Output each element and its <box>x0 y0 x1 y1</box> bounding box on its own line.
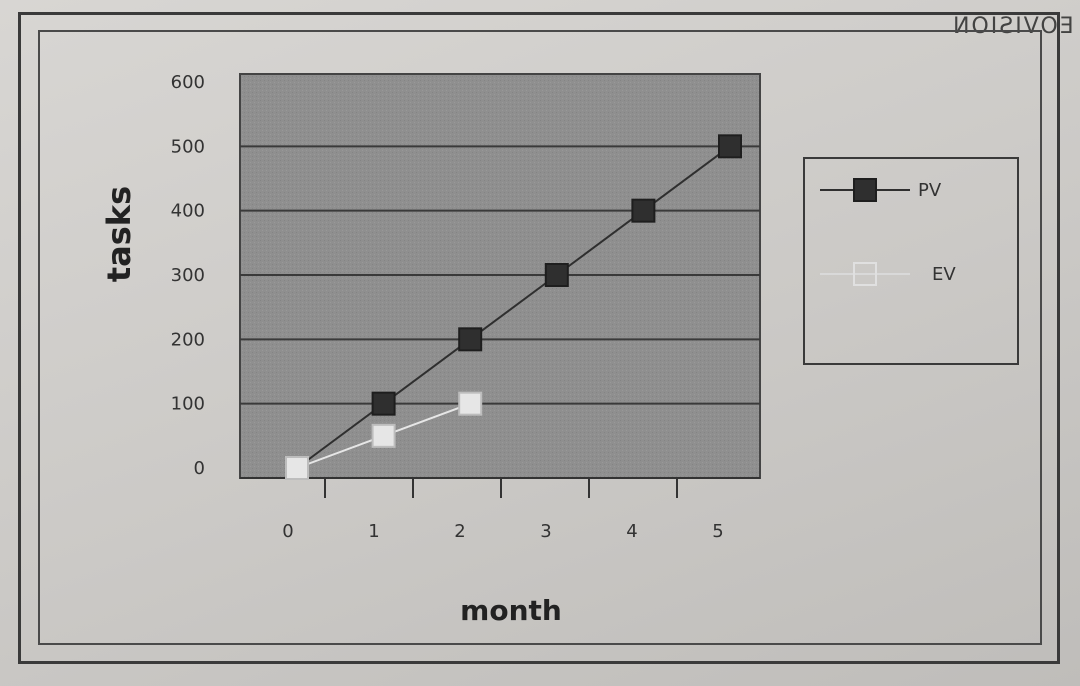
series-point-ev <box>458 391 483 416</box>
series-point-ev <box>371 423 396 448</box>
y-tick-label: 200 <box>171 329 205 350</box>
series-point-ev <box>285 456 309 480</box>
legend: PV EV <box>803 157 1019 365</box>
x-tick-label: 2 <box>454 521 465 542</box>
series-point-pv <box>458 327 483 352</box>
series-point-pv <box>718 134 742 159</box>
legend-marker-ev <box>853 262 877 286</box>
x-axis-title: month <box>460 594 562 627</box>
series-point-pv <box>631 198 656 223</box>
x-tick-label: 3 <box>540 521 551 542</box>
series-point-pv <box>544 263 569 287</box>
x-tick-label: 4 <box>626 521 637 542</box>
inner-frame <box>38 30 1042 645</box>
y-axis-title: tasks <box>100 186 138 282</box>
outer-frame <box>18 12 1060 664</box>
legend-label-ev: EV <box>932 264 956 285</box>
legend-marker-pv <box>853 178 877 202</box>
y-tick-label: 300 <box>171 265 205 286</box>
x-tick-label: 0 <box>282 521 293 542</box>
legend-box <box>803 157 1019 365</box>
series-line-pv <box>296 145 731 469</box>
series-point-pv <box>371 391 396 416</box>
y-tick-label: 500 <box>171 136 205 157</box>
y-tick-label: 100 <box>171 394 205 415</box>
y-tick-label: 400 <box>171 201 205 222</box>
x-tick-label: 1 <box>368 521 379 542</box>
y-tick-label: 0 <box>194 458 205 479</box>
legend-label-pv: PV <box>918 180 942 201</box>
y-tick-label: 600 <box>171 72 205 93</box>
x-tick-label: 5 <box>712 521 723 542</box>
